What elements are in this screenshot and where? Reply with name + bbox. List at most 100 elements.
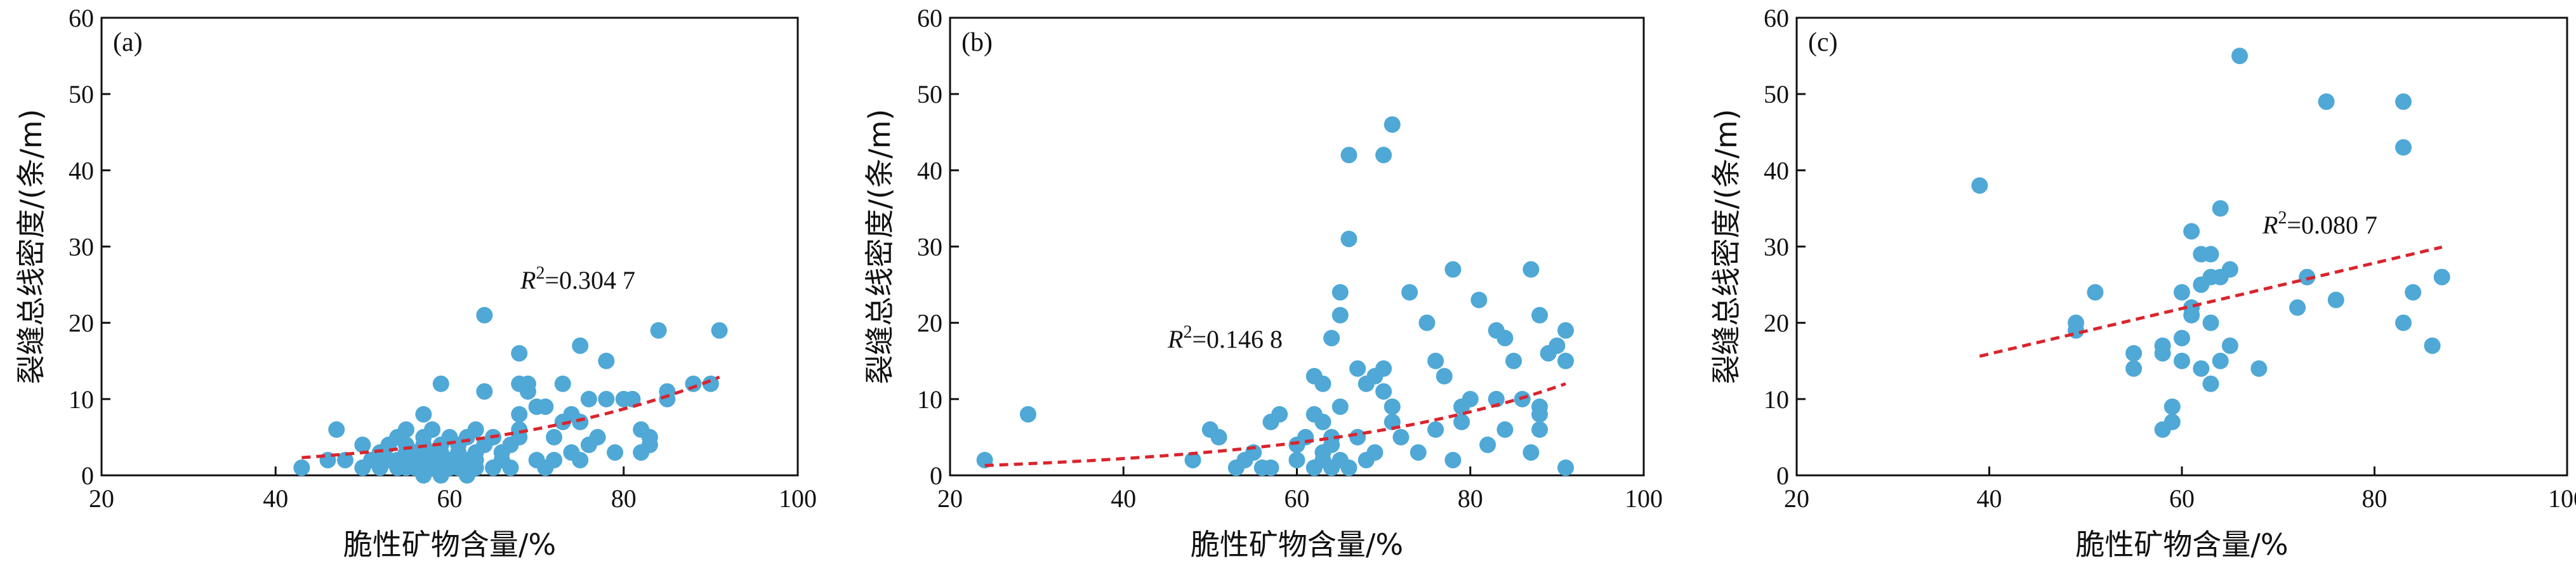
data-point	[1210, 428, 1227, 446]
chart-panel-1: 20 40 60 80 100 0 10 20 30 40 50 60 (a) 脆性矿物含量/% 裂缝总线密…	[14, 4, 817, 562]
data-point	[1323, 428, 1340, 446]
data-point	[1384, 116, 1401, 133]
data-point	[554, 375, 571, 392]
y-axis-label: 裂缝总线密度/(条/m)	[14, 109, 48, 385]
y-axis-label: 裂缝总线密度/(条/m)	[1709, 109, 1743, 385]
data-point	[1531, 406, 1549, 423]
data-point	[1522, 261, 1540, 278]
data-point	[1340, 230, 1357, 248]
data-point	[1496, 421, 1514, 438]
data-point	[1410, 444, 1427, 461]
data-point	[2183, 223, 2200, 240]
data-point	[1366, 444, 1384, 461]
data-point	[2163, 398, 2181, 415]
data-point	[1557, 322, 1575, 339]
data-point	[1314, 375, 1331, 392]
data-point	[432, 375, 449, 392]
data-point	[537, 398, 554, 415]
data-point	[546, 428, 563, 446]
x-tick-label: 100	[2548, 484, 2576, 513]
trend-line	[984, 382, 1566, 467]
data-point	[1971, 177, 1988, 194]
data-point	[2174, 329, 2190, 347]
data-point	[572, 337, 589, 354]
data-point	[1019, 406, 1036, 423]
data-point	[1531, 307, 1549, 324]
chart-panel-2: 20 40 60 80 100 0 10 20 30 40 50 60 (b) 脆性矿物含量/% 裂缝总线密…	[862, 4, 1663, 562]
data-point	[1436, 367, 1453, 385]
data-point	[1488, 390, 1505, 407]
y-tick-label: 30	[69, 233, 94, 261]
y-tick-label: 20	[917, 309, 942, 338]
x-tick-label: 80	[1458, 484, 1483, 513]
data-point	[1392, 428, 1410, 446]
data-point	[1375, 383, 1392, 400]
data-point	[546, 451, 563, 468]
r2-annotation: R2=0.304 7	[520, 263, 635, 294]
data-point	[2202, 314, 2219, 331]
data-point	[1288, 451, 1305, 468]
y-tick-label: 0	[81, 461, 94, 490]
data-point	[659, 383, 676, 400]
data-point	[2163, 413, 2181, 430]
data-point	[572, 451, 589, 468]
data-point	[1479, 436, 1496, 453]
data-point	[511, 345, 528, 362]
x-tick-label: 80	[2362, 484, 2388, 513]
data-point	[598, 390, 615, 407]
data-point	[711, 322, 728, 339]
data-point	[624, 390, 641, 407]
data-point	[2221, 261, 2238, 278]
trend-line	[1979, 245, 2443, 358]
data-point	[1453, 413, 1470, 430]
data-point	[1531, 421, 1549, 438]
data-point	[650, 322, 667, 339]
data-point	[1375, 360, 1392, 377]
y-tick-label: 10	[1764, 385, 1789, 414]
data-point	[519, 375, 536, 392]
data-point	[2125, 360, 2143, 377]
data-point	[2183, 307, 2200, 324]
data-point	[502, 459, 519, 476]
x-tick-label: 60	[437, 484, 463, 513]
data-point	[2395, 314, 2412, 331]
data-point	[1557, 352, 1575, 369]
data-point	[1427, 421, 1444, 438]
trend-line	[301, 375, 720, 459]
data-point	[2424, 337, 2441, 354]
data-point	[467, 421, 484, 438]
x-tick-label: 40	[263, 484, 288, 513]
data-point	[2231, 48, 2249, 65]
y-tick-label: 50	[69, 80, 94, 109]
r2-annotation: R2=0.080 7	[2262, 208, 2377, 239]
y-tick-label: 30	[1764, 233, 1789, 261]
data-point	[1375, 147, 1392, 164]
data-point	[1522, 444, 1540, 461]
x-tick-label: 20	[937, 484, 963, 513]
data-point	[2327, 291, 2344, 308]
x-tick-label: 20	[1784, 484, 1809, 513]
data-point	[2318, 93, 2335, 110]
y-tick-label: 40	[69, 156, 94, 185]
x-axis-label: 脆性矿物含量/%	[1191, 527, 1403, 562]
data-point	[336, 451, 353, 468]
y-tick-label: 40	[917, 156, 942, 185]
data-point	[2221, 337, 2238, 354]
x-tick-label: 100	[779, 484, 817, 513]
data-point	[2212, 200, 2229, 217]
x-axis-label: 脆性矿物含量/%	[343, 527, 556, 562]
data-point	[415, 406, 432, 423]
data-point	[1444, 451, 1462, 468]
x-tick-label: 60	[1285, 484, 1310, 513]
data-point	[572, 413, 589, 430]
data-point	[1462, 390, 1479, 407]
y-tick-label: 20	[1764, 309, 1789, 338]
plot-frame	[1795, 17, 2568, 477]
x-tick-label: 40	[1977, 484, 2002, 513]
y-tick-label: 30	[917, 233, 942, 261]
data-point	[2395, 139, 2412, 156]
data-point	[2154, 337, 2171, 354]
y-tick-label: 60	[1764, 4, 1789, 32]
